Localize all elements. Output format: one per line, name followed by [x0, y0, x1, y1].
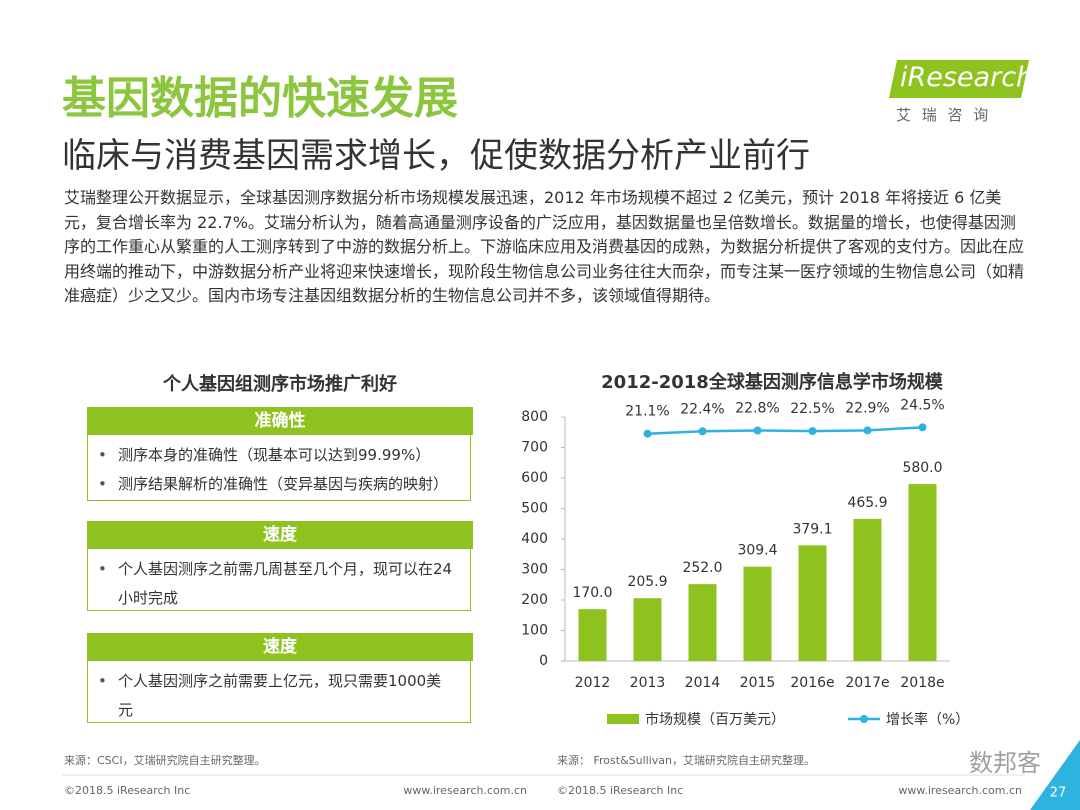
source: 来源：CSCI，艾瑞研究院自主研究整理。: [64, 753, 266, 767]
data-label: 22.8%: [735, 401, 779, 417]
box-heading: 速度: [87, 521, 473, 549]
line-point: [918, 423, 927, 432]
intro: 艾瑞整理公开数据显示，全球基因测序数据分析市场规模发展迅速，2012 年市场规模…: [64, 188, 1025, 305]
data-label: 22.9%: [845, 400, 889, 416]
bar: [853, 518, 882, 661]
line-point: [808, 427, 817, 436]
logo-brand: iResearch: [900, 62, 1034, 93]
legend-label: 市场规模（百万美元）: [645, 711, 785, 728]
box-body: 个人基因测序之前需要上亿元，现只需要1000美元: [87, 661, 471, 723]
x-tick-label: 2015: [740, 675, 776, 691]
box-heading: 速度: [87, 633, 473, 661]
url: www.iresearch.com.cn: [898, 784, 1022, 797]
y-tick-label: 600: [521, 470, 548, 486]
page-corner: [1030, 740, 1080, 810]
bar: [633, 598, 662, 661]
box-item: 个人基因测序之前需要上亿元，现只需要1000美元: [88, 667, 470, 725]
line: [647, 426, 923, 435]
data-label: 24.5%: [900, 397, 944, 413]
line-point: [698, 427, 707, 436]
data-label: 21.1%: [625, 404, 669, 420]
data-label: 22.4%: [680, 401, 724, 417]
bar: [688, 584, 717, 661]
y-tick-label: 300: [521, 562, 548, 578]
data-label: 22.5%: [790, 401, 834, 417]
legend-swatch: [607, 714, 639, 724]
box-body: 个人基因测序之前需几周甚至几个月，现可以在24小时完成: [87, 549, 471, 611]
box-item: 测序结果解析的准确性（变异基因与疾病的映射）: [88, 470, 470, 499]
source: 来源： Frost&Sullivan，艾瑞研究院自主研究整理。: [557, 753, 815, 767]
x-tick-label: 2012: [575, 675, 611, 691]
watermark: 数邦客: [969, 749, 1041, 777]
y-tick-label: 500: [521, 501, 548, 517]
data-label: 309.4: [737, 543, 777, 559]
data-label: 379.1: [792, 521, 832, 537]
legend-swatch: [860, 715, 868, 723]
y-tick-label: 0: [539, 653, 548, 669]
y-tick-label: 200: [521, 592, 548, 608]
box-body: 测序本身的准确性（现基本可以达到99.99%） 测序结果解析的准确性（变异基因与…: [87, 435, 471, 501]
data-label: 205.9: [627, 574, 667, 590]
copyright: ©2018.5 iResearch Inc: [64, 784, 190, 797]
data-label: 252.0: [682, 560, 722, 576]
subtitle: 临床与消费基因需求增长，促使数据分析产业前行: [62, 136, 810, 176]
title: 基因数据的快速发展: [62, 73, 458, 124]
line-point: [643, 429, 652, 438]
x-tick-label: 2014: [685, 675, 721, 691]
data-label: 465.9: [847, 495, 887, 511]
bar: [798, 545, 827, 661]
data-label: 580.0: [902, 460, 942, 476]
data-label: 170.0: [572, 585, 612, 601]
line-point: [753, 426, 762, 435]
logo-tagline: 艾 瑞 咨 询: [896, 106, 992, 124]
panel-title: 个人基因组测序市场推广利好: [163, 374, 397, 395]
x-tick-label: 2017e: [845, 675, 889, 691]
url: www.iresearch.com.cn: [403, 784, 527, 797]
x-tick-label: 2013: [630, 675, 666, 691]
line-point: [863, 426, 872, 435]
y-tick-label: 100: [521, 623, 548, 639]
x-tick-label: 2018e: [900, 675, 944, 691]
bar: [908, 484, 937, 661]
y-tick-label: 800: [521, 409, 548, 425]
chart-title: 2012-2018全球基因测序信息学市场规模: [601, 371, 944, 393]
legend-label: 增长率（%）: [886, 711, 969, 728]
copyright: ©2018.5 iResearch Inc: [557, 784, 683, 797]
y-tick-label: 700: [521, 440, 548, 456]
bar: [578, 609, 607, 661]
bar: [743, 566, 772, 661]
x-tick-label: 2016e: [790, 675, 834, 691]
y-tick-label: 400: [521, 531, 548, 547]
box-item: 测序本身的准确性（现基本可以达到99.99%）: [88, 441, 470, 470]
box-item: 个人基因测序之前需几周甚至几个月，现可以在24小时完成: [88, 555, 470, 613]
box-heading: 准确性: [87, 407, 473, 435]
page-number: 27: [1050, 786, 1067, 801]
